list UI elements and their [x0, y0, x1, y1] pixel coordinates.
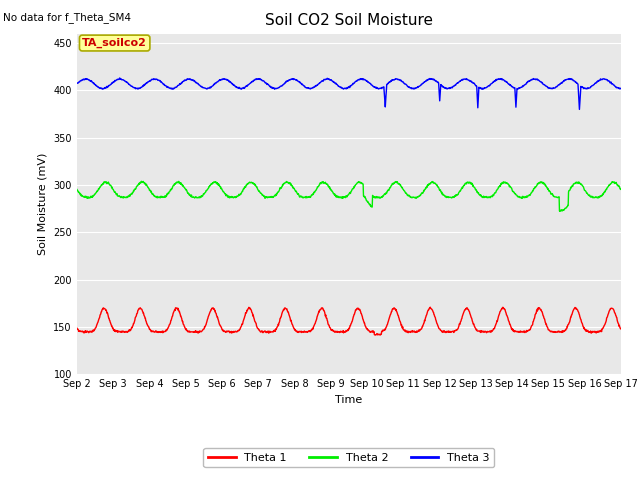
Legend: Theta 1, Theta 2, Theta 3: Theta 1, Theta 2, Theta 3 [204, 448, 494, 467]
Y-axis label: Soil Moisture (mV): Soil Moisture (mV) [38, 153, 48, 255]
Title: Soil CO2 Soil Moisture: Soil CO2 Soil Moisture [265, 13, 433, 28]
X-axis label: Time: Time [335, 395, 362, 405]
Text: TA_soilco2: TA_soilco2 [82, 38, 147, 48]
Text: No data for f_Theta_SM4: No data for f_Theta_SM4 [3, 12, 131, 23]
